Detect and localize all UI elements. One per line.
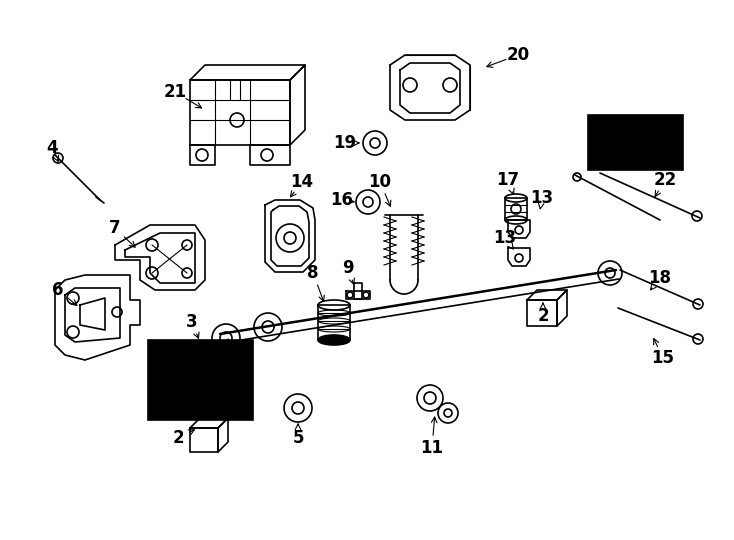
Bar <box>148 340 253 420</box>
Text: 20: 20 <box>506 46 529 64</box>
Text: 3: 3 <box>186 313 197 331</box>
Text: 12: 12 <box>658 131 682 149</box>
Text: 7: 7 <box>109 219 121 237</box>
Text: 8: 8 <box>308 264 319 282</box>
Ellipse shape <box>318 335 350 345</box>
Text: 19: 19 <box>333 134 357 152</box>
Text: 22: 22 <box>653 171 677 189</box>
Text: 21: 21 <box>164 83 186 101</box>
Bar <box>588 115 683 170</box>
Text: 13: 13 <box>493 229 517 247</box>
Text: 2: 2 <box>172 429 184 447</box>
Text: 1: 1 <box>222 376 233 394</box>
Text: 4: 4 <box>46 139 58 157</box>
Text: 15: 15 <box>652 349 675 367</box>
Ellipse shape <box>642 155 658 161</box>
Text: 5: 5 <box>292 429 304 447</box>
Text: 6: 6 <box>52 281 64 299</box>
Text: 10: 10 <box>368 173 391 191</box>
Text: 2: 2 <box>537 307 549 325</box>
Text: 13: 13 <box>531 189 553 207</box>
Text: 17: 17 <box>496 171 520 189</box>
Text: 18: 18 <box>649 269 672 287</box>
Text: 14: 14 <box>291 173 313 191</box>
Text: 11: 11 <box>421 439 443 457</box>
Text: 16: 16 <box>330 191 354 209</box>
Text: 9: 9 <box>342 259 354 277</box>
Ellipse shape <box>605 153 625 161</box>
